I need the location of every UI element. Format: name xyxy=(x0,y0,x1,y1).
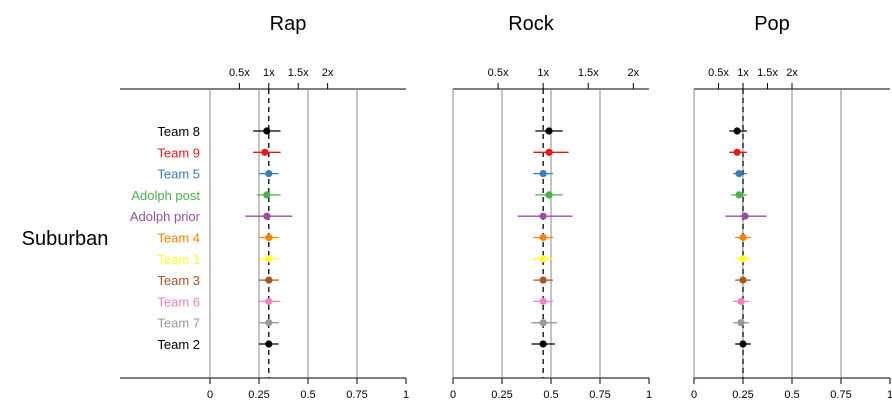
bottom-tick-label: 0.75 xyxy=(830,389,851,401)
team-label: Team 8 xyxy=(157,124,200,139)
bottom-tick-label: 0.5 xyxy=(543,389,558,401)
bottom-tick-label: 0.5 xyxy=(300,389,315,401)
panel-title: Rap xyxy=(270,13,307,35)
point xyxy=(539,340,547,348)
point xyxy=(545,127,553,135)
bottom-tick-label: 0 xyxy=(207,389,213,401)
bottom-tick-label: 1 xyxy=(403,389,409,401)
panels: Rap 0 0.25 0.5 0.75 1 0.5x 1x 1.5x 2x Rock 0 0.25 0.5… xyxy=(120,13,892,401)
team-label: Team 5 xyxy=(157,167,200,182)
bottom-tick-label: 0.75 xyxy=(346,389,367,401)
team-label: Adolph prior xyxy=(130,209,201,224)
panel-title: Rock xyxy=(508,13,555,35)
top-tick-label: 2x xyxy=(322,67,334,79)
point xyxy=(265,340,273,348)
bottom-tick-label: 0.75 xyxy=(589,389,610,401)
top-tick-label: 0.5x xyxy=(229,67,250,79)
bottom-tick-label: 0.25 xyxy=(248,389,269,401)
top-tick-label: 0.5x xyxy=(488,67,509,79)
point xyxy=(265,297,273,305)
bottom-tick-label: 0 xyxy=(450,389,456,401)
bottom-tick-label: 0.5 xyxy=(784,389,799,401)
point xyxy=(539,212,547,220)
point xyxy=(737,297,745,305)
point xyxy=(539,255,547,263)
bottom-tick-label: 1 xyxy=(887,389,892,401)
point xyxy=(733,148,741,156)
point xyxy=(263,191,271,199)
point xyxy=(737,319,745,327)
top-tick-label: 1.5x xyxy=(757,67,778,79)
team-label: Team 9 xyxy=(157,145,200,160)
top-tick-label: 1.5x xyxy=(578,67,599,79)
bottom-tick-label: 1 xyxy=(646,389,652,401)
point xyxy=(261,148,269,156)
bottom-tick-label: 0.25 xyxy=(732,389,753,401)
point xyxy=(539,297,547,305)
point xyxy=(739,255,747,263)
panel-title: Pop xyxy=(754,13,790,35)
top-tick-label: 1x xyxy=(737,67,749,79)
point xyxy=(263,212,271,220)
team-label: Team 1 xyxy=(157,252,200,267)
panel: Rock 0 0.25 0.5 0.75 1 0.5x 1x 1.5x 2x xyxy=(450,13,652,401)
team-label: Team 6 xyxy=(157,294,200,309)
point xyxy=(265,170,273,178)
bottom-tick-label: 0.25 xyxy=(491,389,512,401)
top-tick-label: 1.5x xyxy=(288,67,309,79)
team-labels: Team 8 Team 9 Team 5 Adolph post Adolph prio… xyxy=(130,124,201,352)
point xyxy=(539,276,547,284)
point xyxy=(539,170,547,178)
point xyxy=(545,191,553,199)
point xyxy=(733,127,741,135)
point xyxy=(263,127,271,135)
top-tick-label: 2x xyxy=(628,67,640,79)
point xyxy=(539,233,547,242)
point xyxy=(265,233,273,242)
team-label: Team 4 xyxy=(157,231,200,246)
panel: Pop 0 0.25 0.5 0.75 1 0.5x 1x 1.5x 2x xyxy=(691,13,892,401)
point xyxy=(265,319,273,327)
top-tick-label: 2x xyxy=(786,67,798,79)
point xyxy=(739,340,747,348)
point xyxy=(739,233,747,242)
point xyxy=(265,255,273,263)
point xyxy=(741,212,749,220)
point xyxy=(539,319,547,327)
point xyxy=(739,276,747,284)
team-label: Adolph post xyxy=(131,188,200,203)
top-tick-label: 0.5x xyxy=(708,67,729,79)
team-label: Team 7 xyxy=(157,316,200,331)
team-label: Team 2 xyxy=(157,337,200,352)
point xyxy=(265,276,273,284)
panel: Rap 0 0.25 0.5 0.75 1 0.5x 1x 1.5x 2x xyxy=(120,13,409,401)
point xyxy=(735,170,743,178)
top-tick-label: 1x xyxy=(263,67,275,79)
point xyxy=(735,191,743,199)
bottom-tick-label: 0 xyxy=(691,389,697,401)
row-label: Suburban xyxy=(22,228,109,250)
top-tick-label: 1x xyxy=(537,67,549,79)
team-label: Team 3 xyxy=(157,273,200,288)
point xyxy=(545,148,553,156)
